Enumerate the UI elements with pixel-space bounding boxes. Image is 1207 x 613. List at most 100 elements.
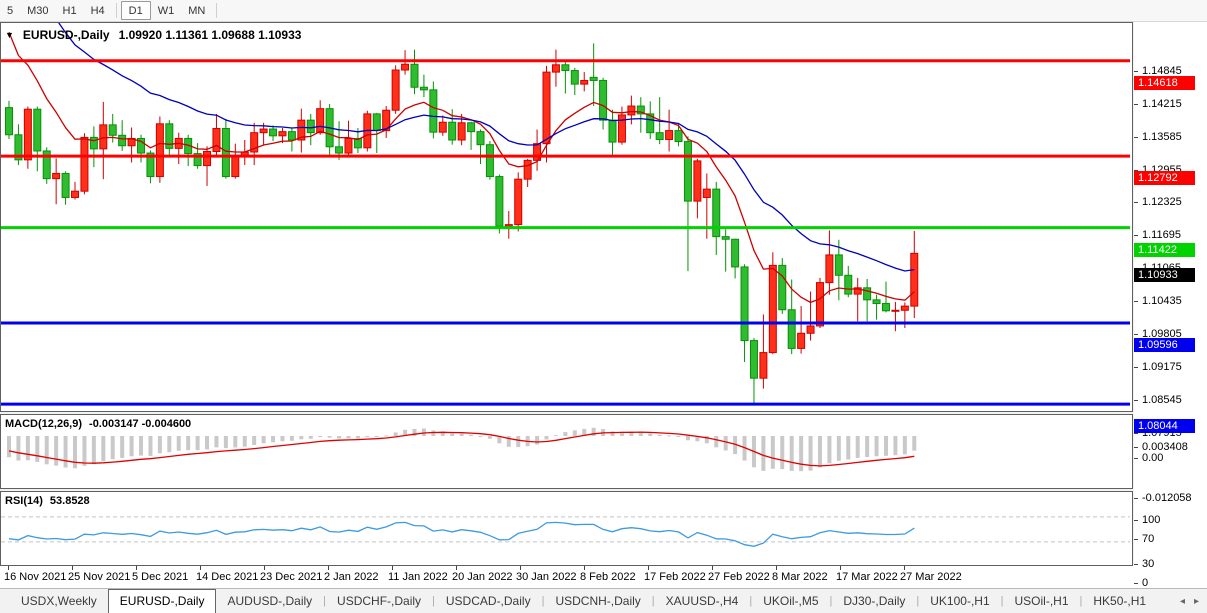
chart-tab-ukoil-m5[interactable]: UKOil-,M5 [763,594,819,608]
date-axis-label: 25 Nov 2021 [68,571,131,583]
candle-body [335,146,344,154]
macd-histogram-bar [223,436,228,449]
tabs-scroll-left-button[interactable]: ◂ [1179,596,1185,607]
timeframe-button-w1[interactable]: W1 [157,4,175,17]
macd-signal-line [8,431,915,467]
price-chart-panel[interactable]: ▼ EURUSD-,Daily 1.09920 1.11361 1.09688 … [0,22,1133,412]
macd-histogram-bar [412,428,417,436]
price-axis-label: 1.11695 [1142,229,1181,241]
symbol-period-label: EURUSD-,Daily [22,28,110,42]
candle-body [410,63,419,88]
candle-body [797,332,806,349]
macd-histogram-bar [82,436,87,466]
candle-body [636,105,645,115]
chart-tab-usdx-weekly[interactable]: USDX,Weekly [21,594,97,608]
price-axis-tick [1134,235,1138,236]
candle-body [749,340,758,379]
symbol-dropdown-icon[interactable]: ▼ [5,30,14,40]
price-axis-tick [1134,104,1138,105]
candle-body [80,136,89,192]
chart-tab-hk50-h1[interactable]: HK50-,H1 [1093,594,1147,608]
timeframe-button-mn[interactable]: MN [188,4,206,17]
price-axis-tick [1134,137,1138,138]
timeframe-button-h4[interactable]: H4 [90,4,105,17]
macd-histogram-bar [657,434,662,436]
rsi-name-label: RSI(14) [5,495,43,507]
candle-body [61,172,70,198]
chart-tab-audusd-daily[interactable]: AUDUSD-,Daily [227,594,313,608]
macd-histogram-bar [233,436,238,448]
date-axis-tick [776,566,777,570]
date-axis-label: 8 Feb 2022 [580,571,636,583]
chart-tab-usdchf-daily[interactable]: USDCHF-,Daily [337,594,422,608]
timeframe-toolbar: 5 M30 H1 H4 D1 W1 MN [0,0,1207,22]
rsi-canvas[interactable] [1,492,1130,563]
price-axis-label: 1.09175 [1142,361,1182,373]
price-axis-label: 1.09805 [1142,328,1182,340]
macd-histogram-bar [440,431,445,436]
macd-histogram-bar [714,436,719,448]
date-axis-tick [264,566,265,570]
candle-body [306,119,315,134]
candle-body [71,190,80,198]
date-axis-label: 5 Dec 2021 [132,571,189,583]
chart-tab-usdcad-daily[interactable]: USDCAD-,Daily [445,594,531,608]
tab-scroll-arrows: ◂ ▸ [1180,596,1207,613]
macd-histogram-bar [572,430,577,436]
chart-tab-usoil-h1[interactable]: USOil-,H1 [1014,594,1069,608]
candle-body [514,178,523,226]
macd-histogram-bar [883,436,888,456]
macd-axis-label: -0.012058 [1142,492,1192,504]
price-chart-canvas[interactable] [1,23,1130,409]
chart-tab-usdcnh-daily[interactable]: USDCNH-,Daily [555,594,641,608]
rsi-axis-label: 0 [1142,577,1149,589]
rsi-indicator-panel[interactable]: RSI(14) 53.8528 [0,491,1133,566]
date-axis-tick [584,566,585,570]
date-axis[interactable]: 16 Nov 2021 25 Nov 2021 5 Dec 2021 14 Dec 2… [0,566,1134,588]
macd-histogram-bar [431,430,436,436]
timeframe-button-5[interactable]: 5 [7,4,14,17]
price-axis-tick [1134,71,1138,72]
ma-slow-line[interactable] [9,23,915,272]
chart-tab-uk100-h1[interactable]: UK100-,H1 [930,594,990,608]
macd-axis-tick [1134,458,1138,459]
candle-body [683,141,692,202]
rsi-line [8,521,915,547]
candle-body [485,144,494,178]
candle-body [382,109,391,132]
tab-separator: | [1079,595,1083,607]
macd-indicator-panel[interactable]: MACD(12,26,9) -0.003147 -0.004600 [0,414,1133,489]
chart-tab-xauusd-h4[interactable]: XAUUSD-,H4 [665,594,739,608]
chart-tab-eurusd-daily[interactable]: EURUSD-,Daily [107,589,217,613]
candle-body [5,107,13,136]
tabs-scroll-right-button[interactable]: ▸ [1193,596,1199,607]
candle-body [731,238,740,268]
macd-canvas[interactable] [1,415,1130,486]
macd-histogram-bar [299,436,304,440]
candle-body [844,274,853,295]
price-level-badge: 1.09596 [1134,338,1195,352]
timeframe-button-h1[interactable]: H1 [62,4,77,17]
price-axis[interactable]: 1.14845 1.14215 1.13585 1.12955 1.12325 1.116… [1134,22,1207,589]
macd-histogram-bar [148,436,153,456]
chart-tab-dj30-daily[interactable]: DJ30-,Daily [843,594,906,608]
timeframe-button-m30[interactable]: M30 [27,4,49,17]
macd-histogram-bar [7,436,11,458]
macd-histogram-bar [374,436,379,437]
ma-fast-line[interactable] [8,31,915,304]
toolbar-separator [216,3,218,18]
macd-histogram-bar [167,436,172,453]
candle-body [825,254,834,284]
macd-histogram-bar [393,432,398,436]
date-axis-label: 17 Feb 2022 [644,571,706,583]
macd-name-label: MACD(12,26,9) [5,418,83,430]
macd-axis-label: 0.00 [1142,452,1164,464]
candle-body [674,130,683,143]
macd-histogram-bar [459,433,464,436]
macd-histogram-bar [346,436,351,439]
macd-histogram-bar [544,436,549,440]
candle-body [646,113,655,134]
timeframe-button-d1[interactable]: D1 [120,1,151,20]
date-axis-label: 11 Jan 2022 [388,571,448,583]
candle-body [108,124,117,136]
